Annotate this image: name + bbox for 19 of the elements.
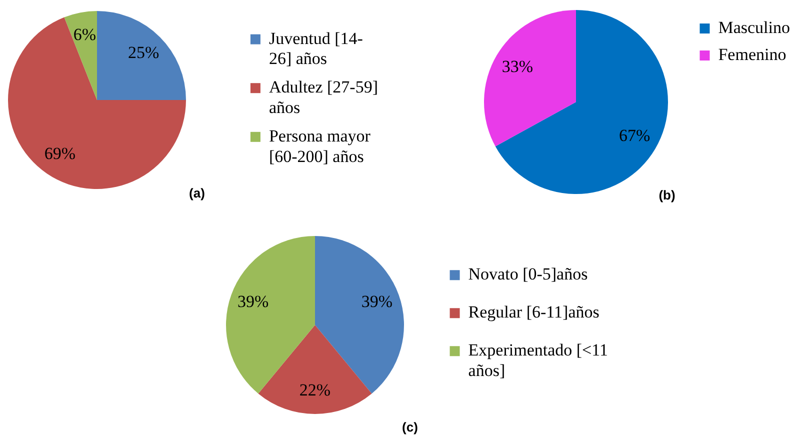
data-label: 39% bbox=[237, 292, 269, 312]
legend-label: Masculino bbox=[718, 18, 790, 37]
data-label: 67% bbox=[619, 126, 650, 146]
data-label: 69% bbox=[44, 144, 76, 163]
legend-label: Femenino bbox=[718, 44, 786, 64]
text: (b) bbox=[658, 188, 676, 202]
legend-label: Novato [0-5]años bbox=[468, 264, 588, 284]
text: (c) bbox=[402, 420, 418, 434]
data-label: 33% bbox=[502, 56, 533, 76]
legend-label: Juventud [14-26] años bbox=[268, 28, 364, 68]
data-label: 6% bbox=[73, 24, 96, 44]
data-label: 39% bbox=[361, 292, 393, 312]
data-label: 22% bbox=[299, 380, 331, 400]
legend-label: Persona mayor [60-200] años bbox=[268, 126, 371, 166]
legend-label: Adultez [27-59] años bbox=[268, 78, 378, 117]
legend-label: Experimentado [<11 años] bbox=[468, 340, 608, 380]
text: (a) bbox=[189, 186, 205, 200]
legend-label: Regular [6-11]años bbox=[468, 302, 600, 322]
data-label: 25% bbox=[128, 42, 160, 62]
